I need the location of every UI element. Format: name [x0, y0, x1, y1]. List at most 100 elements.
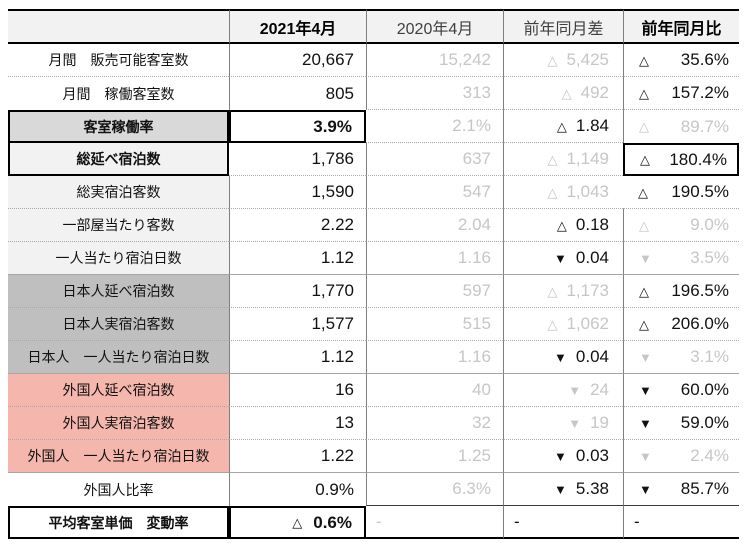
diff-value: 0.18	[575, 215, 609, 234]
ratio-cell: △ 206.0%	[623, 308, 739, 341]
ratio-value: 206.0%	[671, 314, 729, 333]
up-triangle-icon: △	[547, 52, 558, 68]
value-2021: 3.9%	[229, 110, 366, 143]
ratio-cell: ▼ 60.0%	[623, 374, 739, 407]
diff-value: 1,149	[566, 149, 609, 168]
up-triangle-icon: △	[292, 515, 303, 530]
up-triangle-icon: △	[639, 52, 649, 68]
value-2021: 1.12	[229, 341, 366, 374]
ratio-cell: △ 157.2%	[623, 77, 739, 110]
diff-cell: △ 1,173	[503, 275, 623, 308]
up-triangle-icon: △	[639, 283, 649, 299]
row-label: 月間 稼働客室数	[8, 77, 229, 110]
down-triangle-icon: ▼	[639, 448, 652, 464]
value-2021: 1,770	[229, 275, 366, 308]
table-row: 外国人比率 0.9% 6.3% ▼ 5.38 ▼ 85.7%	[8, 473, 739, 506]
down-triangle-icon: ▼	[639, 481, 652, 497]
ratio-cell: △ 89.7%	[623, 110, 739, 143]
value-2020: 547	[366, 176, 503, 209]
diff-cell: △ 0.18	[503, 209, 623, 242]
value-2021: 1,786	[229, 143, 366, 176]
value-2020: 313	[366, 77, 503, 110]
up-triangle-icon: △	[547, 151, 558, 167]
row-label: 平均客室単価 変動率	[8, 506, 229, 539]
ratio-value: 2.4%	[690, 446, 729, 465]
value-2020: 15,242	[366, 44, 503, 77]
ratio-value: 85.7%	[680, 479, 729, 498]
row-label: 月間 販売可能客室数	[8, 44, 229, 77]
diff-cell: △ 492	[503, 77, 623, 110]
diff-cell: -	[503, 506, 623, 539]
value-2021: △ 0.6%	[229, 506, 366, 539]
diff-cell: ▼ 5.38	[503, 473, 623, 506]
value-2021-number: 0.6%	[313, 512, 352, 532]
diff-value: 0.03	[575, 446, 609, 465]
value-2021: 13	[229, 407, 366, 440]
row-label: 日本人延べ宿泊数	[8, 275, 229, 308]
table-row: 一人当たり宿泊日数 1.12 1.16 ▼ 0.04 ▼ 3.5%	[8, 242, 739, 275]
up-triangle-icon: △	[556, 118, 567, 134]
row-label: 総延べ宿泊数	[8, 143, 229, 176]
ratio-value: 60.0%	[680, 380, 729, 399]
ratio-value: 35.6%	[680, 50, 729, 69]
row-label: 客室稼働率	[8, 110, 229, 143]
table-row: 月間 販売可能客室数 20,667 15,242 △ 5,425 △ 35.6%	[8, 44, 739, 77]
row-label: 外国人比率	[8, 473, 229, 506]
diff-cell: ▼ 0.04	[503, 341, 623, 374]
up-triangle-icon: △	[547, 316, 558, 332]
diff-cell: ▼ 0.04	[503, 242, 623, 275]
value-2021: 0.9%	[229, 473, 366, 506]
up-triangle-icon: △	[640, 152, 650, 167]
table-row: 一部屋当たり客数 2.22 2.04 △ 0.18 △ 9.0%	[8, 209, 739, 242]
row-label: 外国人延べ宿泊数	[8, 374, 229, 407]
value-2021: 20,667	[229, 44, 366, 77]
ratio-value: 196.5%	[671, 281, 729, 300]
ratio-cell: △ 9.0%	[623, 209, 739, 242]
header-2021-cell: 2021年4月	[229, 9, 366, 44]
ratio-value: 3.5%	[690, 248, 729, 267]
diff-cell: △ 1,149	[503, 143, 623, 176]
diff-cell: △ 5,425	[503, 44, 623, 77]
ratio-cell: ▼ 3.5%	[623, 242, 739, 275]
diff-value: 19	[590, 413, 609, 432]
up-triangle-icon: △	[556, 217, 567, 233]
down-triangle-icon: ▼	[554, 481, 567, 497]
value-2021: 1,577	[229, 308, 366, 341]
table-row: 平均客室単価 変動率 △ 0.6% - - -	[8, 506, 739, 539]
value-2020: 637	[366, 143, 503, 176]
value-2020: -	[366, 506, 503, 539]
ratio-value: 3.1%	[690, 347, 729, 366]
ratio-cell: ▼ 85.7%	[623, 473, 739, 506]
diff-value: 0.04	[575, 248, 609, 267]
diff-cell: △ 1,062	[503, 308, 623, 341]
down-triangle-icon: ▼	[639, 349, 652, 365]
value-2020: 1.16	[366, 242, 503, 275]
row-label: 総実宿泊客数	[8, 176, 229, 209]
diff-value: 1,173	[566, 281, 609, 300]
table-row: 日本人延べ宿泊数 1,770 597 △ 1,173 △ 196.5%	[8, 275, 739, 308]
table-row: 総延べ宿泊数 1,786 637 △ 1,149 △ 180.4%	[8, 143, 739, 176]
table-row: 総実宿泊客数 1,590 547 △ 1,043 △ 190.5%	[8, 176, 739, 209]
ratio-cell: △ 196.5%	[623, 275, 739, 308]
diff-value: 24	[590, 380, 609, 399]
value-2020: 6.3%	[366, 473, 503, 506]
down-triangle-icon: ▼	[639, 250, 652, 266]
up-triangle-icon: △	[638, 184, 648, 200]
header-diff-cell: 前年同月差	[503, 9, 623, 44]
value-2020: 515	[366, 308, 503, 341]
value-2021: 1,590	[229, 176, 366, 209]
up-triangle-icon: △	[561, 85, 572, 101]
header-2020-cell: 2020年4月	[366, 9, 503, 44]
up-triangle-icon: △	[547, 184, 558, 200]
header-label-cell	[8, 9, 229, 44]
ratio-cell: -	[623, 506, 739, 539]
row-label: 一人当たり宿泊日数	[8, 242, 229, 275]
value-2020: 40	[366, 374, 503, 407]
diff-value: 1.84	[575, 116, 609, 135]
up-triangle-icon: △	[639, 119, 649, 134]
ratio-cell: △ 190.5%	[623, 176, 739, 209]
diff-value: 1,062	[566, 314, 609, 333]
row-label: 日本人実宿泊客数	[8, 308, 229, 341]
down-triangle-icon: ▼	[568, 415, 582, 431]
ratio-cell: ▼ 59.0%	[623, 407, 739, 440]
